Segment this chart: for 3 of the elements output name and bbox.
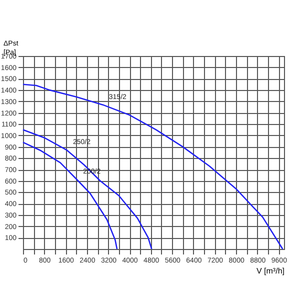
x-axis-title: V [m³/h]: [256, 266, 284, 276]
line-series: [22, 129, 152, 250]
line-series: [22, 84, 284, 250]
